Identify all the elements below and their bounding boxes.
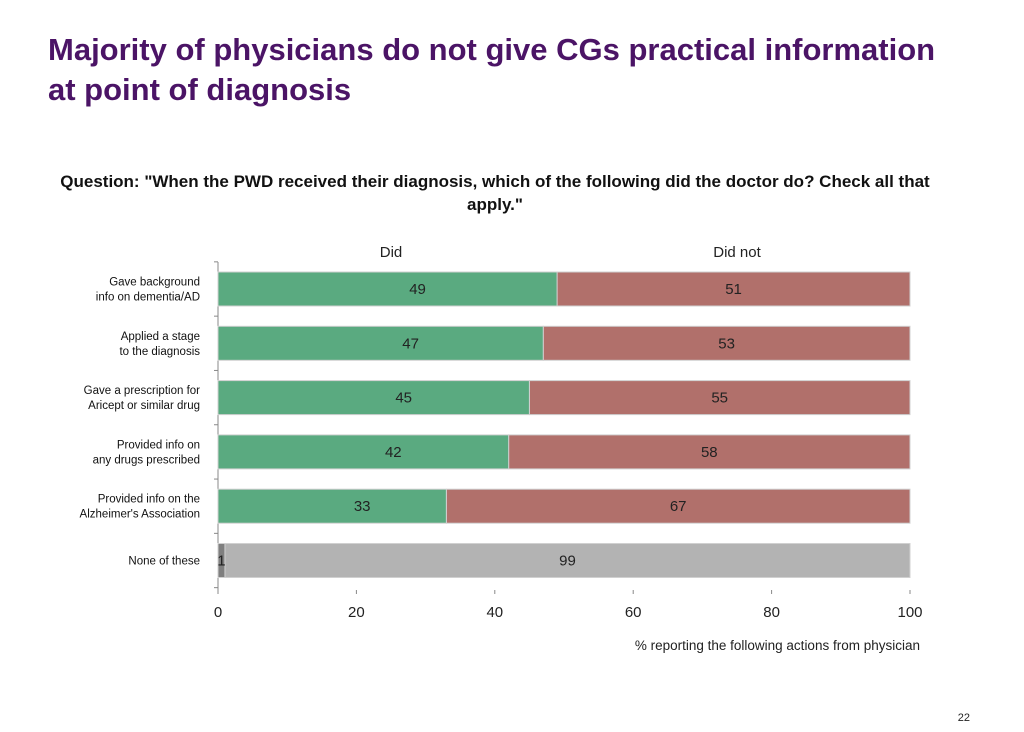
data-label-did-not: 55 [711, 390, 728, 407]
category-label: Gave a prescription for [84, 385, 201, 397]
x-tick-label: 40 [486, 604, 503, 621]
data-label-did: 42 [385, 444, 402, 461]
series-header: Did [380, 244, 403, 261]
data-label-did-not: 51 [725, 281, 742, 298]
category-label: Alzheimer's Association [80, 509, 200, 521]
x-tick-label: 80 [763, 604, 780, 621]
x-tick-label: 100 [897, 604, 922, 621]
category-label: None of these [128, 556, 200, 568]
x-tick-label: 60 [625, 604, 642, 621]
bar-did [217, 543, 226, 578]
category-label: Aricept or similar drug [88, 400, 200, 412]
category-label: Gave background [109, 277, 200, 289]
chart-title: Question: "When the PWD received their d… [60, 172, 930, 214]
bar-did [217, 325, 544, 361]
bar-did [217, 380, 530, 416]
x-tick-label: 0 [214, 604, 222, 621]
x-axis-title: % reporting the following actions from p… [635, 638, 920, 653]
bar-did [217, 434, 510, 470]
page-number: 22 [957, 712, 970, 724]
bar-did-not [528, 380, 911, 416]
category-label: Provided info on the [98, 494, 200, 506]
x-tick-label: 20 [348, 604, 365, 621]
data-label-did-not: 53 [718, 335, 735, 352]
bar-did [217, 271, 558, 307]
bar-did [217, 488, 447, 524]
category-label: any drugs prescribed [93, 454, 200, 466]
series-header: Did not [713, 244, 761, 261]
bar-did-not [556, 271, 911, 307]
data-label-did: 45 [395, 390, 412, 407]
data-label-did-not: 99 [559, 553, 576, 570]
data-label-did: 33 [354, 498, 371, 515]
slide-title: Majority of physicians do not give CGs p… [48, 32, 936, 107]
data-label-did: 47 [402, 335, 419, 352]
category-label: to the diagnosis [119, 346, 200, 358]
data-label-did-not: 67 [670, 498, 687, 515]
bar-did-not [224, 543, 911, 578]
category-label: Provided info on [117, 439, 200, 451]
data-label-did-not: 58 [701, 444, 718, 461]
category-label: info on dementia/AD [96, 292, 200, 304]
data-label-did: 49 [409, 281, 426, 298]
data-label-did: 1 [217, 553, 225, 570]
category-label: Applied a stage [121, 331, 200, 343]
